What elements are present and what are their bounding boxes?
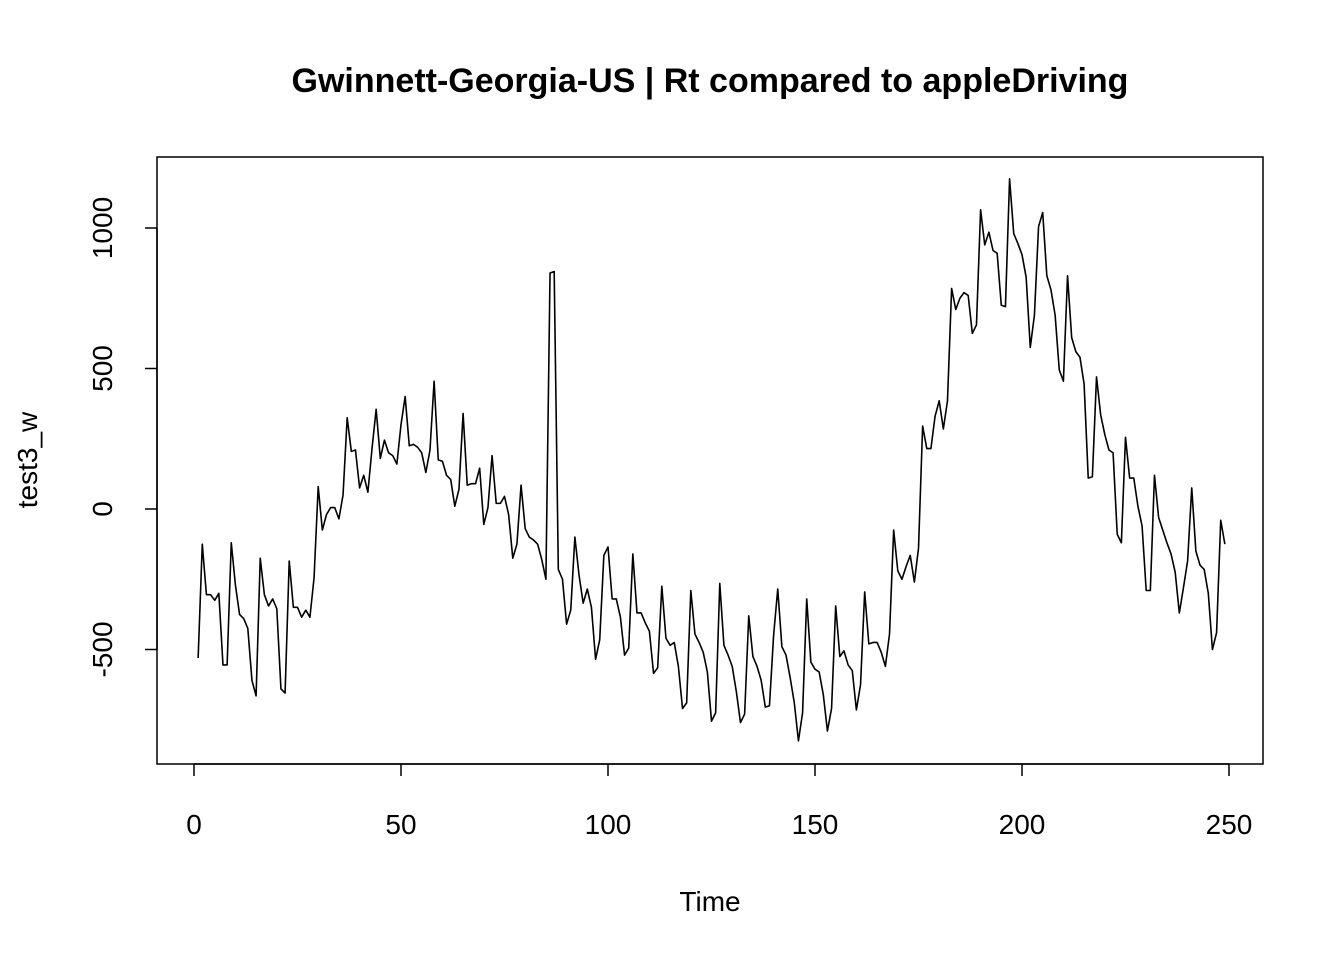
x-tick-label: 0	[186, 809, 202, 840]
x-tick-label: 200	[999, 809, 1046, 840]
x-tick-label: 100	[585, 809, 632, 840]
x-tick-label: 50	[385, 809, 416, 840]
y-tick-label: 0	[87, 501, 118, 517]
plot-frame	[156, 156, 1264, 765]
x-tick-label: 150	[792, 809, 839, 840]
y-axis-label: test3_w	[12, 411, 43, 508]
x-axis: 0 50 100 150 200 250	[186, 763, 1253, 840]
chart-title: Gwinnett-Georgia-US | Rt compared to app…	[292, 62, 1129, 100]
y-tick-label: 1000	[87, 197, 118, 259]
x-axis-label: Time	[679, 886, 740, 917]
y-tick-label: -500	[87, 621, 118, 677]
y-tick-label: 500	[87, 345, 118, 392]
y-axis: -500 0 500 1000	[87, 197, 158, 678]
x-tick-label: 250	[1206, 809, 1253, 840]
series-line	[197, 178, 1226, 742]
